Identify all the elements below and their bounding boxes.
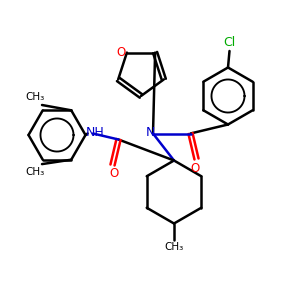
Text: O: O (190, 161, 200, 175)
Text: NH: NH (86, 125, 105, 139)
Text: Cl: Cl (224, 36, 236, 50)
Text: N: N (146, 126, 155, 140)
Text: CH₃: CH₃ (25, 167, 44, 177)
Text: CH₃: CH₃ (164, 242, 184, 252)
Text: CH₃: CH₃ (25, 92, 44, 103)
Text: O: O (110, 167, 118, 180)
Text: O: O (117, 46, 126, 59)
